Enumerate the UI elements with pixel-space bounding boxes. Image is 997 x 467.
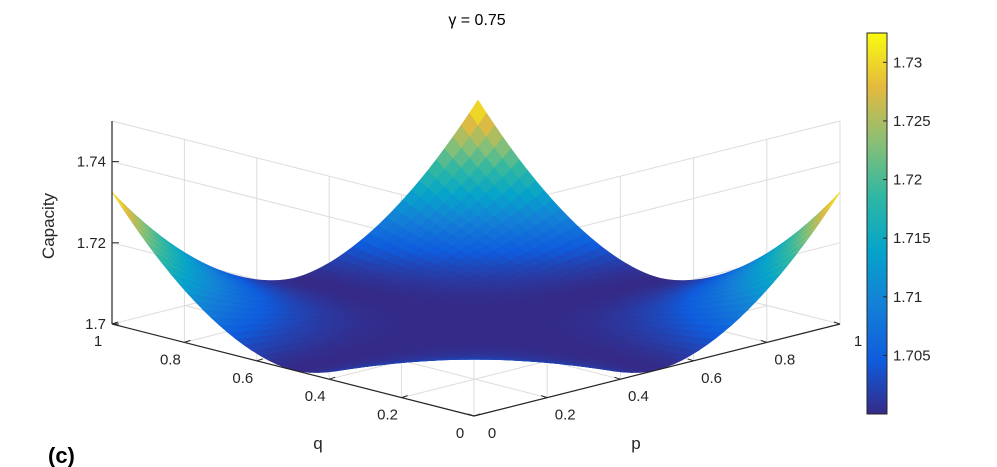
- y-axis-label: q: [313, 434, 322, 453]
- colorbar-tick-label: 1.73: [893, 54, 922, 71]
- p-tick-label: 1: [854, 333, 862, 350]
- surface-patch: [469, 99, 487, 126]
- colorbar-tick-label: 1.705: [893, 347, 931, 364]
- colorbar-tick-label: 1.72: [893, 172, 922, 189]
- z-tick-label: 1.7: [85, 316, 106, 333]
- p-tick-label: 0.6: [701, 370, 722, 387]
- q-tick-label: 0: [456, 425, 464, 442]
- p-tick-mark: [687, 358, 694, 362]
- q-tick-label: 0.6: [232, 370, 253, 387]
- p-tick-label: 0: [488, 425, 496, 442]
- chart-title: γ = 0.75: [448, 12, 505, 29]
- p-tick-mark: [467, 413, 475, 417]
- p-tick-label: 0.2: [555, 407, 576, 424]
- q-tick-label: 1: [94, 333, 102, 350]
- q-tick-label: 0.4: [305, 388, 326, 405]
- capacity-surface: [111, 99, 841, 373]
- q-axis-line: [111, 323, 475, 417]
- p-tick-mark: [833, 321, 841, 325]
- q-tick-mark: [329, 376, 336, 380]
- p-tick-label: 0.8: [774, 351, 795, 368]
- p-tick-label: 0.4: [628, 388, 649, 405]
- z-tick-label: 1.74: [77, 154, 106, 171]
- q-tick-mark: [256, 358, 263, 362]
- q-tick-label: 0.8: [160, 351, 181, 368]
- q-tick-label: 0.2: [377, 407, 398, 424]
- plot-axes: [111, 121, 841, 417]
- p-tick-mark: [614, 376, 621, 380]
- colorbar-bar: [866, 32, 888, 415]
- x-axis-label: p: [631, 434, 640, 453]
- panel-label: (c): [48, 443, 75, 467]
- q-tick-mark: [401, 395, 408, 399]
- colorbar: 1.705 1.71 1.715 1.72 1.725 1.73: [866, 32, 931, 415]
- p-tick-mark: [541, 395, 548, 399]
- q-tick-mark: [473, 413, 481, 417]
- q-tick-mark: [184, 339, 191, 343]
- z-tick-label: 1.72: [77, 235, 106, 252]
- z-axis-label: Capacity: [39, 192, 58, 259]
- colorbar-tick-label: 1.725: [893, 113, 931, 130]
- colorbar-tick-label: 1.71: [893, 289, 922, 306]
- colorbar-tick-label: 1.715: [893, 230, 931, 247]
- p-axis-line: [473, 323, 841, 417]
- p-tick-mark: [760, 339, 767, 343]
